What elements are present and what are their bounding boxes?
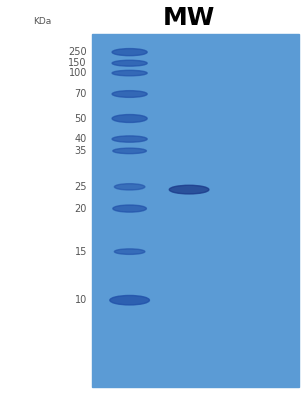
Ellipse shape <box>112 60 147 66</box>
Ellipse shape <box>112 49 147 56</box>
Text: 40: 40 <box>75 134 87 144</box>
Ellipse shape <box>112 90 147 98</box>
Ellipse shape <box>112 136 147 142</box>
Text: 150: 150 <box>68 58 87 68</box>
Ellipse shape <box>114 249 145 254</box>
Text: 25: 25 <box>74 182 87 192</box>
Text: KDa: KDa <box>34 17 52 26</box>
Text: 10: 10 <box>75 295 87 305</box>
Text: 250: 250 <box>68 47 87 57</box>
Ellipse shape <box>114 184 145 190</box>
Text: 50: 50 <box>74 113 87 124</box>
Ellipse shape <box>112 70 147 76</box>
Ellipse shape <box>113 148 146 154</box>
Ellipse shape <box>113 205 146 212</box>
Ellipse shape <box>169 185 209 194</box>
Bar <box>92 34 299 387</box>
Text: 35: 35 <box>74 146 87 156</box>
Ellipse shape <box>112 115 147 122</box>
Text: 70: 70 <box>74 89 87 99</box>
Text: 15: 15 <box>74 246 87 257</box>
Text: MW: MW <box>163 6 215 30</box>
Text: 20: 20 <box>74 203 87 214</box>
Ellipse shape <box>110 295 149 305</box>
Text: 100: 100 <box>69 68 87 78</box>
